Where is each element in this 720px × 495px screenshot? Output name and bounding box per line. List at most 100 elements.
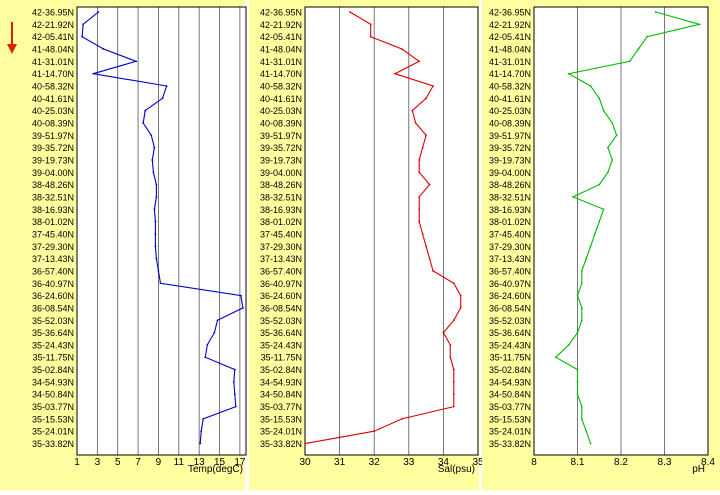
- y-tick-label: 35-52.03N: [32, 316, 74, 326]
- data-point: [144, 109, 147, 112]
- y-tick-label: 37-45.40N: [32, 229, 74, 239]
- data-point: [240, 294, 242, 297]
- y-tick-label: 36-08.54N: [489, 303, 531, 313]
- data-point: [576, 294, 579, 297]
- y-tick-label: 42-36.95N: [489, 8, 531, 18]
- data-point: [234, 405, 237, 408]
- data-point: [97, 11, 100, 13]
- data-point: [602, 109, 605, 112]
- y-tick-label: 36-40.97N: [489, 279, 531, 289]
- y-tick-label: 38-48.26N: [32, 180, 74, 190]
- data-point: [369, 35, 372, 38]
- series-line-ph: [554, 11, 702, 444]
- y-tick-label: 40-08.39N: [260, 118, 302, 128]
- data-point: [432, 270, 434, 272]
- y-tick-label: 41-48.04N: [489, 44, 531, 54]
- y-tick-label: 34-54.93N: [489, 377, 531, 387]
- y-tick-label: 39-04.00N: [260, 168, 302, 178]
- x-axis-label: Sal(psu): [438, 464, 475, 475]
- y-tick-label: 41-14.70N: [260, 69, 302, 79]
- y-tick-label: 35-11.75N: [33, 353, 74, 363]
- y-tick-label: 38-16.93N: [32, 205, 74, 215]
- y-tick-label: 35-02.84N: [32, 365, 74, 375]
- data-point: [142, 122, 145, 124]
- y-tick-label: 39-19.73N: [260, 155, 302, 165]
- x-tick-label: 8.4: [701, 457, 715, 468]
- data-point: [598, 97, 601, 100]
- data-point: [154, 233, 157, 235]
- data-point: [452, 393, 455, 396]
- x-tick-label: 7: [135, 457, 141, 468]
- y-tick-label: 38-32.51N: [32, 192, 74, 202]
- data-point: [213, 331, 216, 334]
- y-tick-label: 36-57.40N: [260, 266, 302, 276]
- y-tick-label: 35-36.64N: [32, 328, 74, 338]
- data-point: [615, 134, 618, 137]
- y-tick-label: 39-35.72N: [489, 143, 531, 153]
- y-tick-label: 37-13.43N: [489, 254, 531, 264]
- y-tick-label: 35-52.03N: [260, 316, 302, 326]
- y-tick-label: 37-29.30N: [489, 242, 531, 252]
- data-point: [421, 233, 424, 235]
- data-point: [576, 393, 579, 396]
- y-tick-label: 38-01.02N: [489, 217, 531, 227]
- y-tick-label: 40-41.61N: [260, 94, 302, 104]
- y-tick-label: 38-48.26N: [489, 180, 531, 190]
- x-tick-label: 3: [95, 457, 101, 468]
- data-point: [157, 270, 160, 272]
- y-tick-label: 35-24.43N: [32, 340, 74, 350]
- data-point: [611, 159, 614, 161]
- y-tick-label: 34-50.84N: [32, 390, 74, 400]
- data-point: [637, 48, 640, 50]
- y-tick-label: 35-24.01N: [489, 427, 531, 437]
- y-tick-label: 39-04.00N: [32, 168, 74, 178]
- x-tick-label: 11: [174, 457, 185, 468]
- x-axis-label: Temp(degC): [188, 464, 243, 475]
- data-point: [349, 11, 351, 13]
- y-tick-label: 35-52.03N: [489, 316, 531, 326]
- data-point: [418, 196, 421, 198]
- y-tick-label: 36-24.60N: [260, 291, 302, 301]
- y-tick-label: 35-24.43N: [489, 340, 531, 350]
- data-point: [161, 97, 164, 100]
- data-point: [154, 245, 157, 248]
- y-tick-label: 42-05.41N: [260, 32, 302, 42]
- y-tick-label: 42-05.41N: [489, 32, 531, 42]
- data-point: [82, 23, 85, 26]
- y-tick-label: 41-31.01N: [260, 57, 302, 67]
- y-tick-label: 38-48.26N: [260, 180, 302, 190]
- data-point: [155, 183, 158, 186]
- data-point: [452, 381, 455, 383]
- y-tick-label: 37-13.43N: [260, 254, 302, 264]
- x-tick-label: 9: [156, 457, 162, 468]
- y-tick-label: 35-36.64N: [260, 328, 302, 338]
- y-tick-label: 42-21.92N: [489, 20, 531, 30]
- x-tick-label: 31: [334, 457, 346, 468]
- y-tick-label: 41-48.04N: [260, 44, 302, 54]
- data-point: [200, 430, 203, 433]
- y-tick-label: 41-48.04N: [32, 44, 74, 54]
- y-tick-label: 35-24.01N: [260, 427, 302, 437]
- y-tick-label: 35-33.82N: [489, 439, 531, 449]
- data-point: [567, 72, 570, 75]
- y-tick-label: 34-50.84N: [489, 390, 531, 400]
- data-point: [304, 442, 306, 445]
- y-tick-label: 38-01.02N: [32, 217, 74, 227]
- y-tick-label: 35-24.43N: [260, 340, 302, 350]
- data-point: [206, 344, 209, 346]
- y-tick-label: 39-19.73N: [32, 155, 74, 165]
- y-tick-label: 36-24.60N: [489, 291, 531, 301]
- y-tick-label: 37-29.30N: [260, 242, 302, 252]
- y-tick-label: 36-57.40N: [32, 266, 74, 276]
- data-point: [598, 220, 601, 223]
- data-point: [400, 48, 403, 50]
- plot-border: [533, 6, 709, 456]
- data-point: [607, 146, 609, 149]
- y-tick-label: 35-15.53N: [32, 414, 74, 424]
- data-point: [135, 60, 137, 63]
- y-tick-label: 37-45.40N: [489, 229, 531, 239]
- data-point: [589, 442, 592, 445]
- data-point: [154, 220, 157, 223]
